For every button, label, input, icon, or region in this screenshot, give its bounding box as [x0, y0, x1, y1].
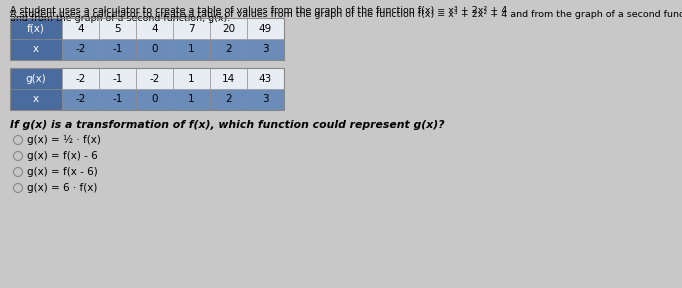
Bar [210, 89, 247, 110]
Text: 20: 20 [222, 24, 235, 33]
Bar [136, 18, 173, 39]
Bar [62, 89, 99, 110]
Text: 2: 2 [225, 45, 232, 54]
Bar [62, 39, 99, 60]
Bar [99, 89, 136, 110]
Text: 1: 1 [188, 45, 195, 54]
Bar [136, 68, 173, 89]
Text: 0: 0 [151, 94, 158, 105]
Bar [99, 18, 136, 39]
Bar [210, 18, 247, 39]
Text: g(x) = f(x) - 6: g(x) = f(x) - 6 [27, 151, 98, 161]
Bar [136, 89, 173, 110]
Bar [10, 89, 62, 110]
Text: -2: -2 [149, 73, 160, 84]
Text: 3: 3 [262, 94, 269, 105]
Bar [136, 39, 173, 60]
Bar [173, 68, 210, 89]
Text: 2: 2 [225, 94, 232, 105]
Bar [10, 18, 62, 39]
Text: 5: 5 [114, 24, 121, 33]
Text: 43: 43 [259, 73, 272, 84]
Bar [247, 39, 284, 60]
Bar [10, 68, 284, 110]
Text: and from the graph of a second function, g(x).: and from the graph of a second function,… [10, 14, 231, 23]
Text: g(x) = ½ · f(x): g(x) = ½ · f(x) [27, 135, 101, 145]
Bar [173, 89, 210, 110]
Bar [10, 68, 62, 89]
Bar [10, 18, 284, 60]
Text: -1: -1 [113, 94, 123, 105]
Bar [210, 68, 247, 89]
Text: 49: 49 [259, 24, 272, 33]
Bar [173, 39, 210, 60]
Text: 3: 3 [262, 45, 269, 54]
Text: 14: 14 [222, 73, 235, 84]
Text: A student uses a calculator to create a table of values from the graph of the fu: A student uses a calculator to create a … [10, 6, 507, 15]
Text: g(x) = 6 · f(x): g(x) = 6 · f(x) [27, 183, 98, 193]
Text: If g(x) is a transformation of f(x), which function could represent g(x)?: If g(x) is a transformation of f(x), whi… [10, 120, 445, 130]
Text: 4: 4 [77, 24, 84, 33]
Text: -2: -2 [75, 73, 86, 84]
Bar [99, 68, 136, 89]
Bar [62, 68, 99, 89]
Text: g(x) = f(x - 6): g(x) = f(x - 6) [27, 167, 98, 177]
Text: 7: 7 [188, 24, 195, 33]
Bar [62, 18, 99, 39]
Bar [99, 39, 136, 60]
Text: 1: 1 [188, 73, 195, 84]
Text: g(x): g(x) [26, 73, 46, 84]
Text: -2: -2 [75, 45, 86, 54]
Text: -1: -1 [113, 73, 123, 84]
Text: -1: -1 [113, 45, 123, 54]
Text: x: x [33, 94, 39, 105]
Bar [247, 18, 284, 39]
Bar [247, 68, 284, 89]
Text: f(x): f(x) [27, 24, 45, 33]
Text: A student uses a calculator to create a table of values from the graph of the fu: A student uses a calculator to create a … [10, 10, 682, 19]
Text: x: x [33, 45, 39, 54]
Bar [173, 18, 210, 39]
Text: 0: 0 [151, 45, 158, 54]
Bar [210, 39, 247, 60]
Bar [247, 89, 284, 110]
Bar [10, 39, 62, 60]
Text: 1: 1 [188, 94, 195, 105]
Text: 4: 4 [151, 24, 158, 33]
Text: -2: -2 [75, 94, 86, 105]
